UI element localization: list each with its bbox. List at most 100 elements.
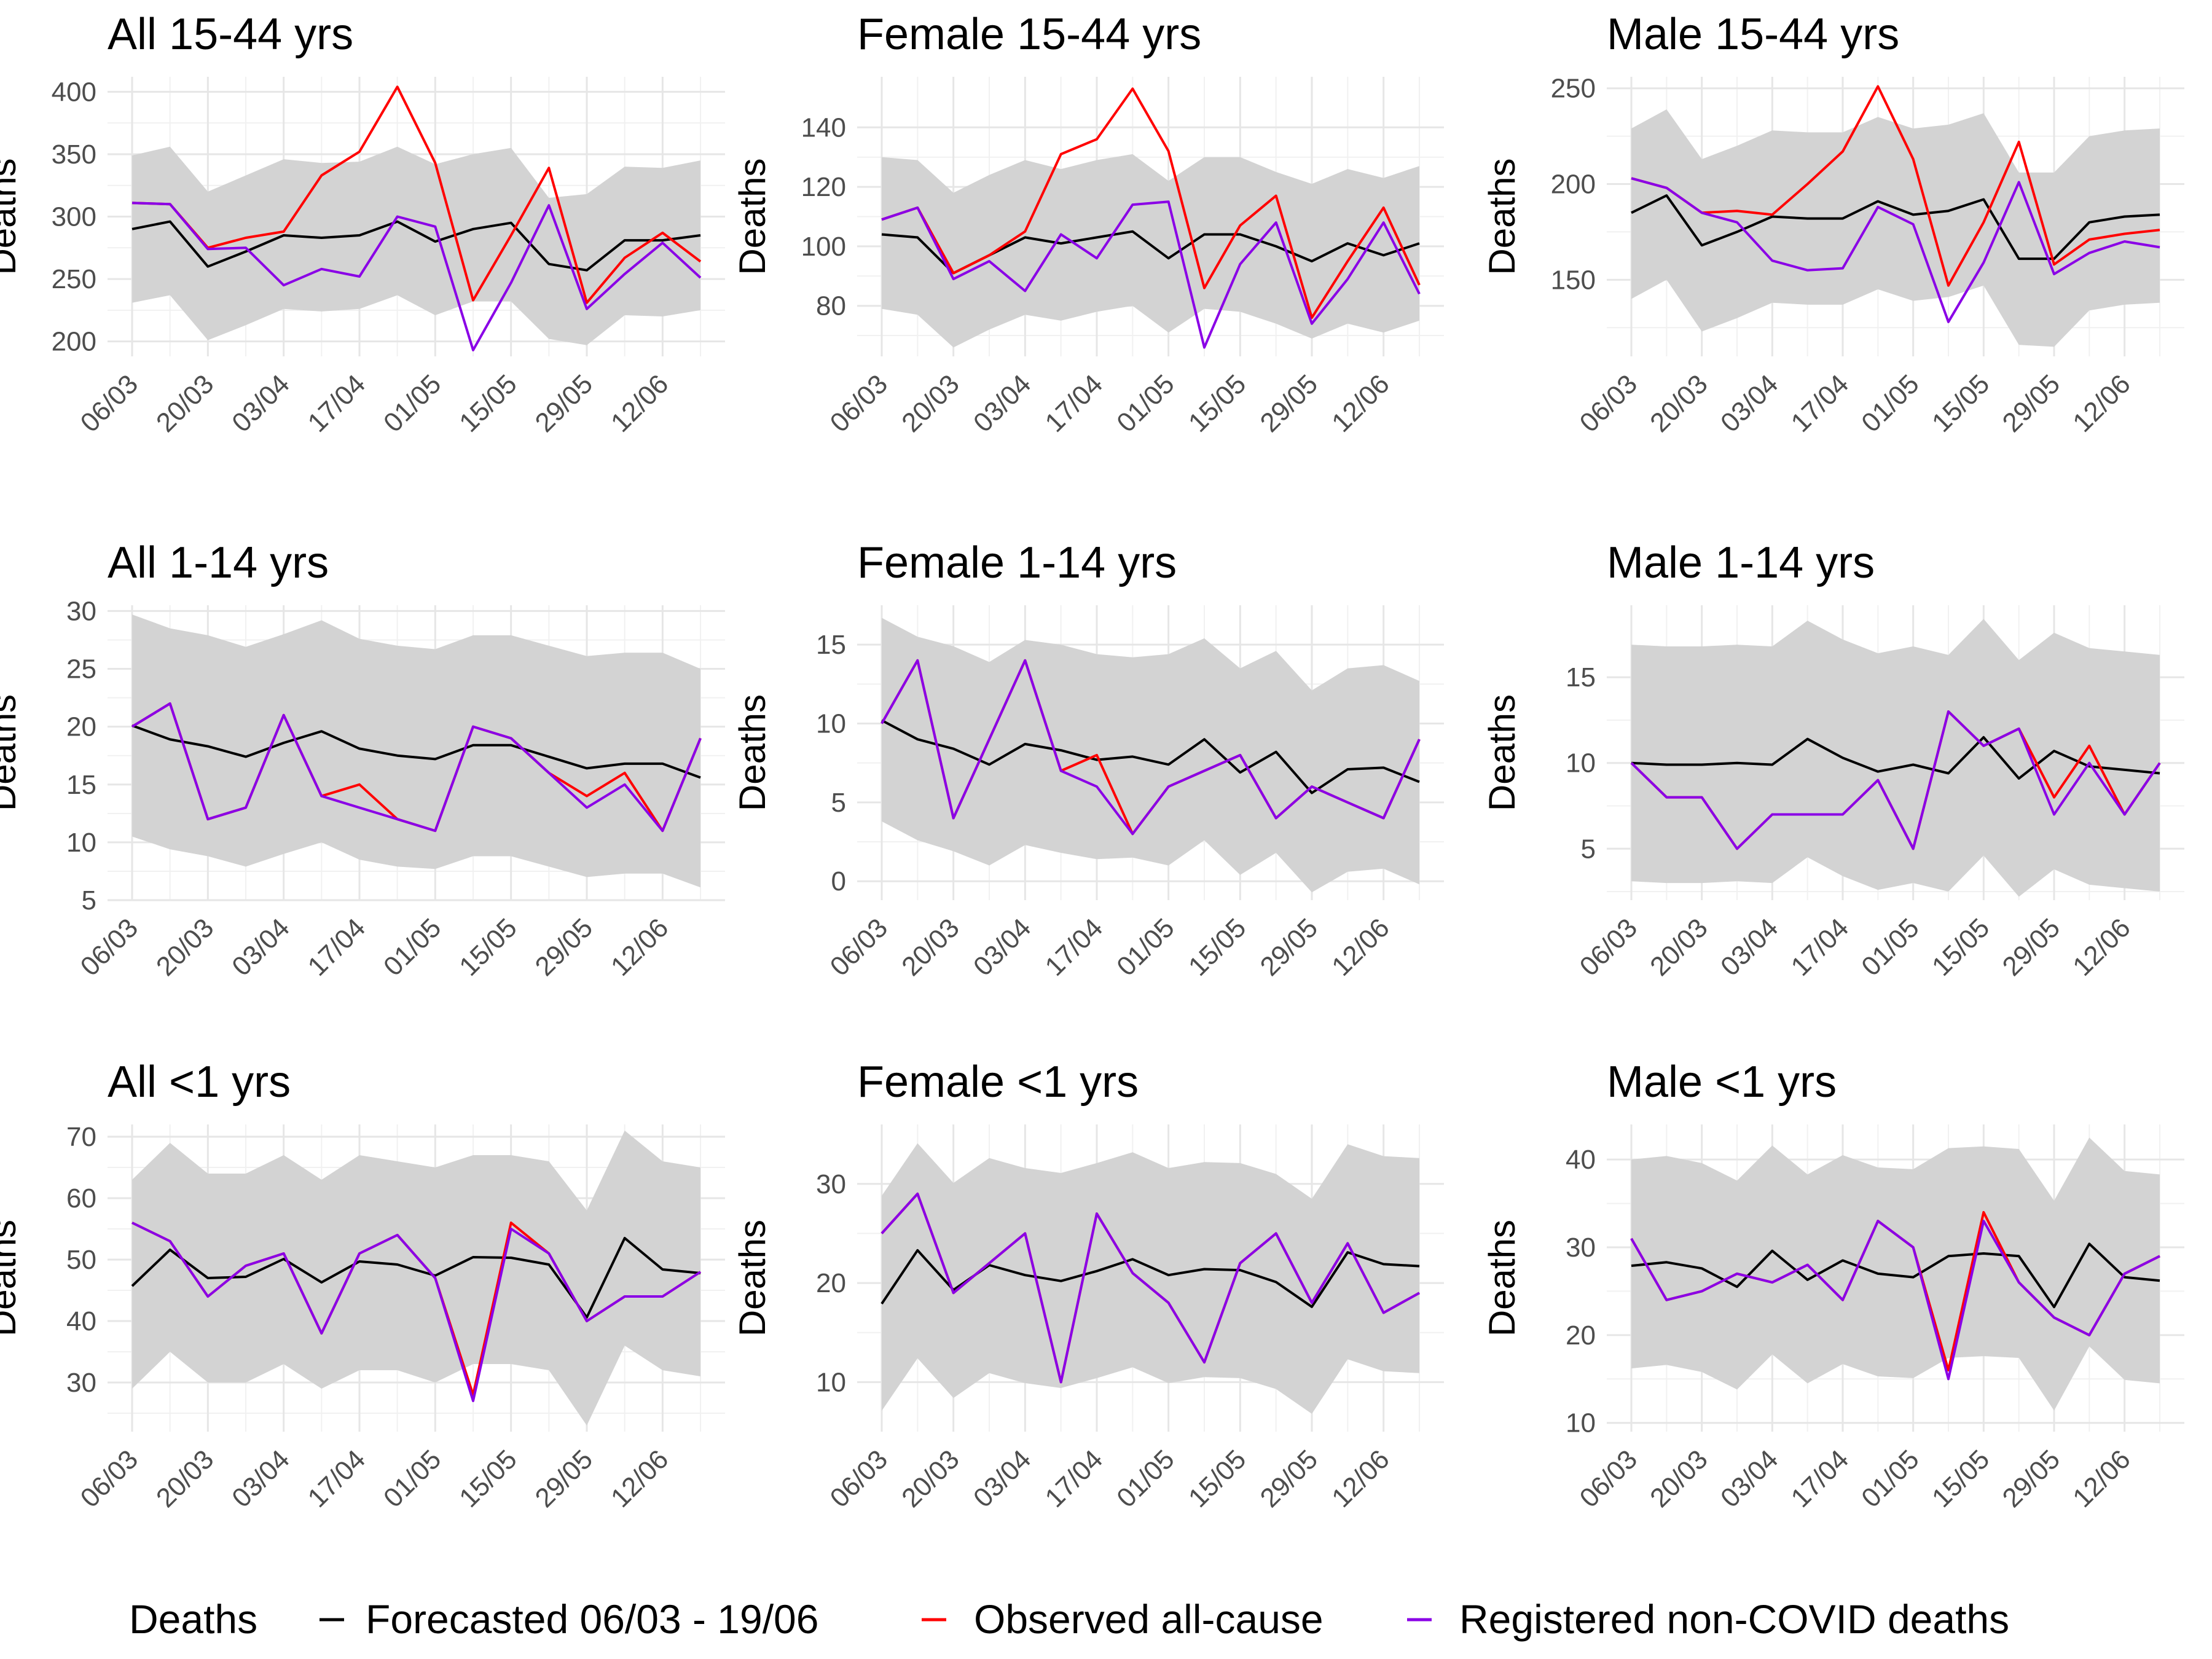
panel-3: 150 200 250 06/03 20/03 03/04 17/04 01/05 15/05 2… (1481, 10, 2184, 438)
x-tick-label: 20/03 (1644, 369, 1714, 438)
panel-4: 5 10 15 20 25 30 06/03 20/03 03/04 17/04 01/05 15/0… (0, 538, 725, 982)
y-tick-label: 30 (816, 1169, 846, 1199)
legend: Deaths Forecasted 06/03 - 19/06 Observed… (129, 1596, 2009, 1642)
x-tick-label: 29/05 (1255, 912, 1324, 982)
panel-title: Female 15-44 yrs (857, 10, 1201, 59)
forecast-line (1631, 1242, 2160, 1309)
x-tick-label: 15/05 (453, 1444, 523, 1513)
y-axis-title: Deaths (732, 1220, 773, 1336)
observed-line (881, 87, 1421, 320)
registered-line (880, 659, 1421, 836)
y-tick-label: 40 (66, 1306, 96, 1336)
forecast-line (1631, 735, 2160, 780)
x-tick-label: 17/04 (302, 912, 372, 982)
y-tick-label: 400 (52, 77, 96, 107)
y-tick-label: 15 (816, 630, 846, 660)
x-tick-label: 12/06 (1326, 369, 1395, 438)
y-tick-label: 140 (801, 112, 846, 143)
x-tick-label: 01/05 (1111, 912, 1180, 982)
x-tick-label: 03/04 (1715, 1444, 1784, 1513)
x-tick-label: 29/05 (530, 369, 599, 438)
y-tick-label: 200 (1551, 170, 1596, 200)
x-tick-label: 06/03 (1574, 1444, 1644, 1513)
y-tick-label: 5 (831, 788, 846, 818)
x-tick-label: 01/05 (1111, 1444, 1180, 1513)
x-tick-label: 06/03 (1574, 369, 1644, 438)
panel-2: 80 100 120 140 06/03 20/03 03/04 17/04 01/05 15/0… (732, 10, 1444, 438)
y-axis-title: Deaths (0, 158, 23, 275)
y-tick-label: 15 (66, 770, 96, 800)
y-tick-label: 50 (66, 1245, 96, 1275)
prediction-interval-band (1631, 619, 2160, 897)
x-tick-label: 01/05 (378, 1444, 447, 1513)
panel-title: Female 1-14 yrs (857, 538, 1177, 587)
x-tick-label: 15/05 (1183, 1444, 1252, 1513)
x-tick-label: 20/03 (1644, 1444, 1714, 1513)
y-tick-label: 150 (1551, 265, 1596, 295)
x-tick-label: 15/05 (453, 369, 523, 438)
x-tick-label: 12/06 (1326, 1444, 1395, 1513)
x-tick-label: 17/04 (1786, 1444, 1855, 1513)
y-tick-label: 5 (82, 885, 96, 916)
x-tick-label: 29/05 (1997, 369, 2066, 438)
x-tick-label: 15/05 (1926, 1444, 1996, 1513)
panel-8: 10 20 30 06/03 20/03 03/04 17/04 01/05 15/05 29/0… (732, 1057, 1444, 1513)
x-tick-label: 03/04 (968, 912, 1037, 982)
y-tick-label: 200 (52, 327, 96, 357)
y-tick-label: 300 (52, 202, 96, 232)
y-tick-label: 5 (1581, 834, 1596, 864)
observed-line (131, 85, 702, 304)
x-tick-label: 15/05 (1183, 369, 1252, 438)
x-tick-label: 01/05 (1856, 912, 1925, 982)
y-tick-label: 20 (816, 1268, 846, 1298)
forecast-line (1631, 194, 2160, 261)
y-tick-label: 10 (1566, 1408, 1596, 1438)
panel-title: Female <1 yrs (857, 1057, 1139, 1107)
x-tick-label: 12/06 (605, 369, 675, 438)
x-tick-label: 20/03 (896, 912, 965, 982)
forecast-line (131, 1237, 701, 1319)
x-tick-label: 29/05 (530, 912, 599, 982)
x-tick-label: 15/05 (1183, 912, 1252, 982)
legend-title: Deaths (129, 1596, 257, 1642)
y-tick-label: 25 (66, 654, 96, 684)
y-axis-title: Deaths (0, 1220, 23, 1336)
y-tick-label: 30 (66, 1368, 96, 1398)
y-axis-title: Deaths (0, 694, 23, 811)
panel-title: Male <1 yrs (1607, 1057, 1837, 1107)
y-tick-label: 10 (66, 828, 96, 858)
x-tick-label: 15/05 (1926, 369, 1996, 438)
y-tick-label: 30 (1566, 1233, 1596, 1263)
panel-5: 0 5 10 15 06/03 20/03 03/04 17/04 01/05 15/05 29/0… (732, 538, 1444, 982)
y-axis-title: Deaths (1481, 1220, 1523, 1336)
y-tick-label: 350 (52, 139, 96, 170)
y-tick-label: 120 (801, 172, 846, 202)
y-tick-label: 20 (1566, 1320, 1596, 1351)
y-tick-label: 30 (66, 596, 96, 626)
legend-label-forecast: Forecasted 06/03 - 19/06 (366, 1596, 818, 1642)
y-axis-title: Deaths (732, 694, 773, 811)
x-tick-label: 03/04 (1715, 369, 1784, 438)
prediction-interval-band (882, 1143, 1419, 1414)
y-tick-label: 15 (1566, 662, 1596, 692)
registered-line (131, 702, 702, 833)
x-tick-label: 12/06 (2067, 369, 2136, 438)
prediction-interval-band (132, 1131, 700, 1426)
forecast-line (131, 724, 701, 779)
x-tick-label: 01/05 (1111, 369, 1180, 438)
x-tick-label: 01/05 (378, 369, 447, 438)
panel-title: All <1 yrs (108, 1057, 291, 1107)
x-tick-label: 20/03 (151, 912, 220, 982)
panel-9: 10 20 30 40 06/03 20/03 03/04 17/04 01/05 15/05 29… (1481, 1057, 2184, 1513)
x-tick-label: 20/03 (896, 1444, 965, 1513)
x-tick-label: 17/04 (1040, 912, 1109, 982)
prediction-interval-band (1631, 1137, 2160, 1411)
x-tick-label: 17/04 (302, 369, 372, 438)
legend-label-registered: Registered non-COVID deaths (1459, 1596, 2009, 1642)
x-tick-label: 29/05 (1997, 912, 2066, 982)
x-tick-label: 20/03 (1644, 912, 1714, 982)
legend-label-observed: Observed all-cause (974, 1596, 1324, 1642)
y-tick-label: 80 (816, 291, 846, 321)
